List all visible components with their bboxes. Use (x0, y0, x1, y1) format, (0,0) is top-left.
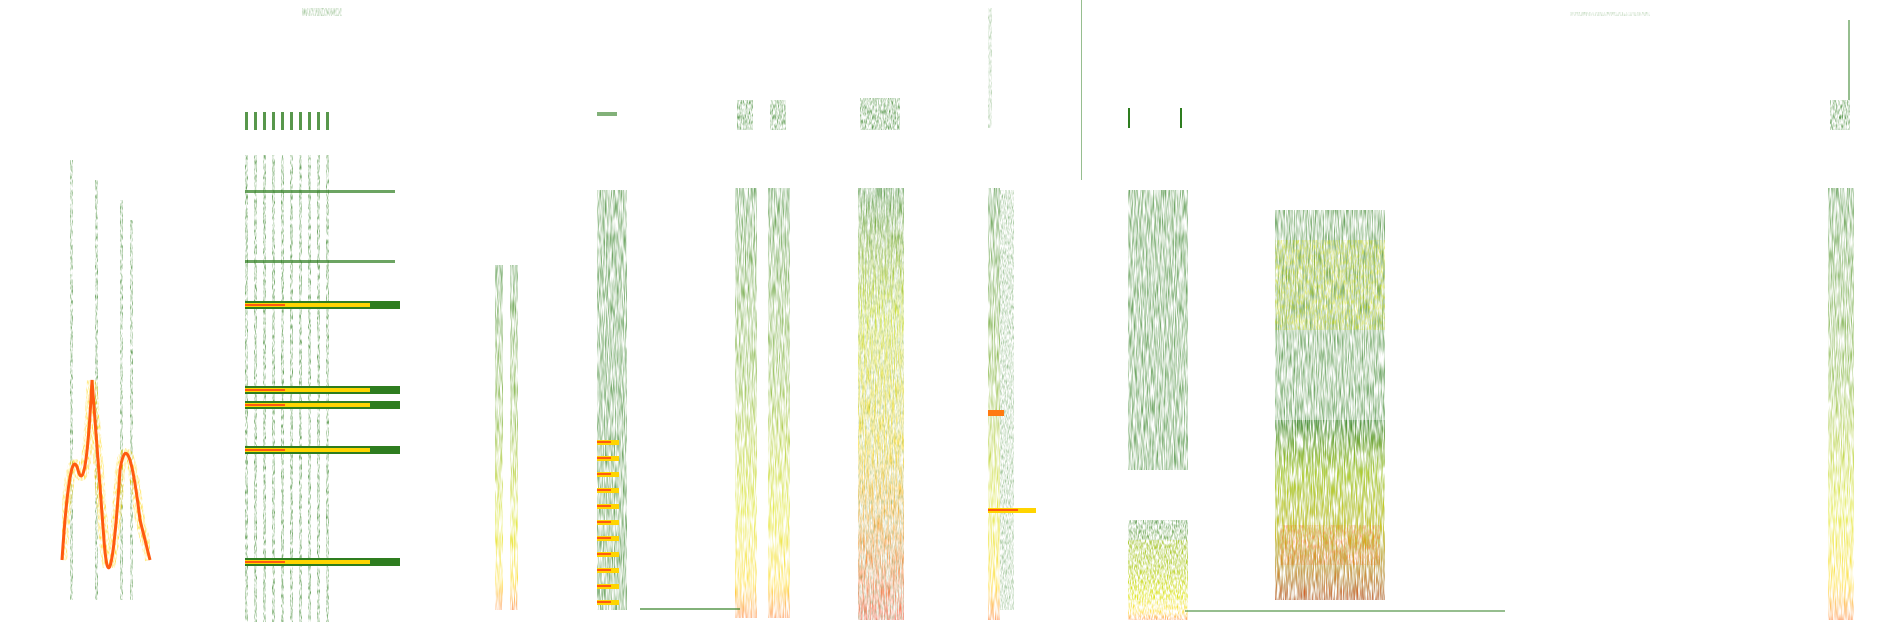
segment-7-narrow-band (988, 8, 1036, 620)
segment-5-twin-bands (640, 100, 790, 618)
segment-3-thin-pair (495, 265, 518, 610)
segment-2-harmonic-stack (245, 8, 400, 622)
segment-4-pulse-train (597, 112, 627, 610)
segment-9-cloud (1275, 12, 1650, 600)
segment-1-chirps (57, 160, 155, 600)
segment-8-block-band (1128, 108, 1505, 620)
segment-6-wide-band (858, 0, 1082, 620)
segment-10-edge-band (1828, 20, 1854, 620)
